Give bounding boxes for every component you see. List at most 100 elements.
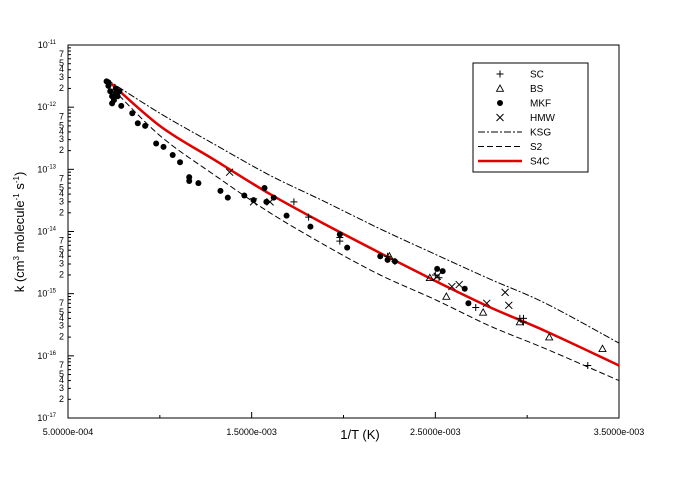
point-mkf	[110, 97, 117, 104]
y-tick-label: 10-14	[37, 227, 56, 237]
point-mkf	[177, 159, 184, 166]
legend-label: S2	[530, 142, 543, 153]
y-minor-tick-label: 3	[59, 196, 64, 206]
y-minor-tick-label: 7	[59, 49, 64, 59]
point-mkf	[434, 265, 441, 272]
y-minor-tick-label: 7	[59, 360, 64, 370]
y-minor-tick-label: 5	[59, 120, 64, 130]
point-sc	[472, 303, 480, 311]
legend: SC BS MKF HMW KSG S2 S4C	[472, 62, 589, 173]
y-tick-label: 10-12	[37, 102, 56, 112]
curve-s2	[106, 82, 620, 382]
legend-label: HMW	[530, 113, 556, 124]
point-sc	[519, 314, 527, 322]
point-mkf	[118, 102, 125, 109]
point-mkf	[134, 120, 141, 127]
point-sc	[305, 213, 313, 221]
point-mkf	[377, 253, 384, 260]
point-mkf	[391, 258, 398, 265]
y-tick-label: 10-16	[37, 351, 56, 361]
y-minor-tick-label: 2	[59, 145, 64, 155]
x-tick-label: 2.5000e-003	[410, 427, 461, 437]
legend-item-ksg: KSG	[478, 128, 551, 139]
point-mkf	[261, 185, 268, 192]
y-minor-tick-label: 4	[59, 189, 64, 199]
point-hmw	[501, 288, 509, 297]
point-mkf	[283, 212, 290, 219]
point-bs	[515, 317, 525, 326]
legend-label: SC	[530, 70, 544, 81]
y-minor-tick-label: 4	[59, 313, 64, 323]
y-minor-tick-label: 3	[59, 259, 64, 269]
x-tick-label: 5.0000e-004	[43, 427, 94, 437]
legend-item-s4c: S4C	[478, 157, 549, 168]
y-minor-tick-label: 5	[59, 245, 64, 255]
y-minor-tick-label: 7	[59, 298, 64, 308]
point-bs	[478, 307, 488, 316]
point-bs	[425, 273, 435, 282]
legend-box	[472, 62, 589, 173]
legend-label: KSG	[530, 128, 551, 139]
y-tick-label: 10-15	[37, 289, 56, 299]
y-minor-tick-label: 4	[59, 126, 64, 136]
point-mkf	[186, 177, 193, 184]
legend-label: S4C	[530, 157, 549, 168]
point-mkf	[344, 244, 351, 251]
point-mkf	[160, 143, 167, 150]
legend-item-mkf: MKF	[497, 99, 551, 110]
y-minor-tick-label: 2	[59, 207, 64, 217]
y-minor-tick-label: 2	[59, 332, 64, 342]
point-hmw	[448, 282, 456, 291]
y-tick-label: 10-13	[37, 164, 56, 174]
point-mkf	[107, 88, 114, 95]
point-hmw	[266, 197, 274, 206]
legend-swatch	[496, 113, 504, 122]
legend-label: BS	[530, 84, 544, 95]
y-minor-tick-label: 3	[59, 72, 64, 82]
point-hmw	[482, 299, 491, 308]
point-mkf	[224, 194, 231, 201]
point-bs	[598, 344, 607, 352]
y-tick-label: 10-17	[37, 413, 56, 423]
y-minor-tick-label: 4	[59, 251, 64, 261]
point-hmw	[455, 280, 464, 289]
y-minor-tick-label: 4	[59, 375, 64, 385]
point-mkf	[116, 88, 123, 95]
legend-item-s2: S2	[478, 142, 543, 153]
y-minor-tick-label: 2	[59, 269, 64, 279]
point-mkf	[439, 268, 446, 275]
legend-item-hmw: HMW	[496, 113, 556, 124]
point-sc	[336, 237, 344, 245]
legend-swatch	[496, 70, 504, 78]
point-mkf	[461, 285, 468, 292]
y-axis-label: k (cm3 molecule-1 s-1)	[12, 172, 27, 293]
legend-item-bs: BS	[495, 84, 544, 95]
point-mkf	[241, 192, 248, 199]
point-mkf	[217, 187, 224, 194]
y-minor-tick-label: 5	[59, 369, 64, 379]
y-tick-label: 10-11	[38, 40, 57, 50]
point-bs	[442, 292, 451, 300]
point-sc	[290, 198, 298, 206]
point-hmw	[504, 301, 513, 310]
y-minor-tick-label: 5	[59, 183, 64, 193]
legend-label: MKF	[530, 99, 551, 110]
y-minor-tick-label: 7	[59, 236, 64, 246]
point-mkf	[105, 82, 112, 89]
y-minor-tick-label: 2	[59, 394, 64, 404]
point-mkf	[465, 300, 472, 307]
legend-item-sc: SC	[496, 70, 544, 81]
y-minor-tick-label: 3	[59, 321, 64, 331]
point-mkf	[129, 110, 136, 117]
y-minor-tick-label: 5	[59, 307, 64, 317]
point-mkf	[114, 93, 121, 100]
point-mkf	[250, 197, 257, 204]
data-points	[103, 78, 607, 369]
point-mkf	[384, 256, 391, 263]
legend-swatch	[497, 100, 503, 106]
x-axis: 5.0000e-004 1.5000e-003 2.5000e-003 3.5000e…	[43, 412, 644, 437]
y-minor-tick-label: 7	[59, 173, 64, 183]
curve-ksg	[106, 78, 620, 344]
point-sc	[584, 361, 592, 369]
